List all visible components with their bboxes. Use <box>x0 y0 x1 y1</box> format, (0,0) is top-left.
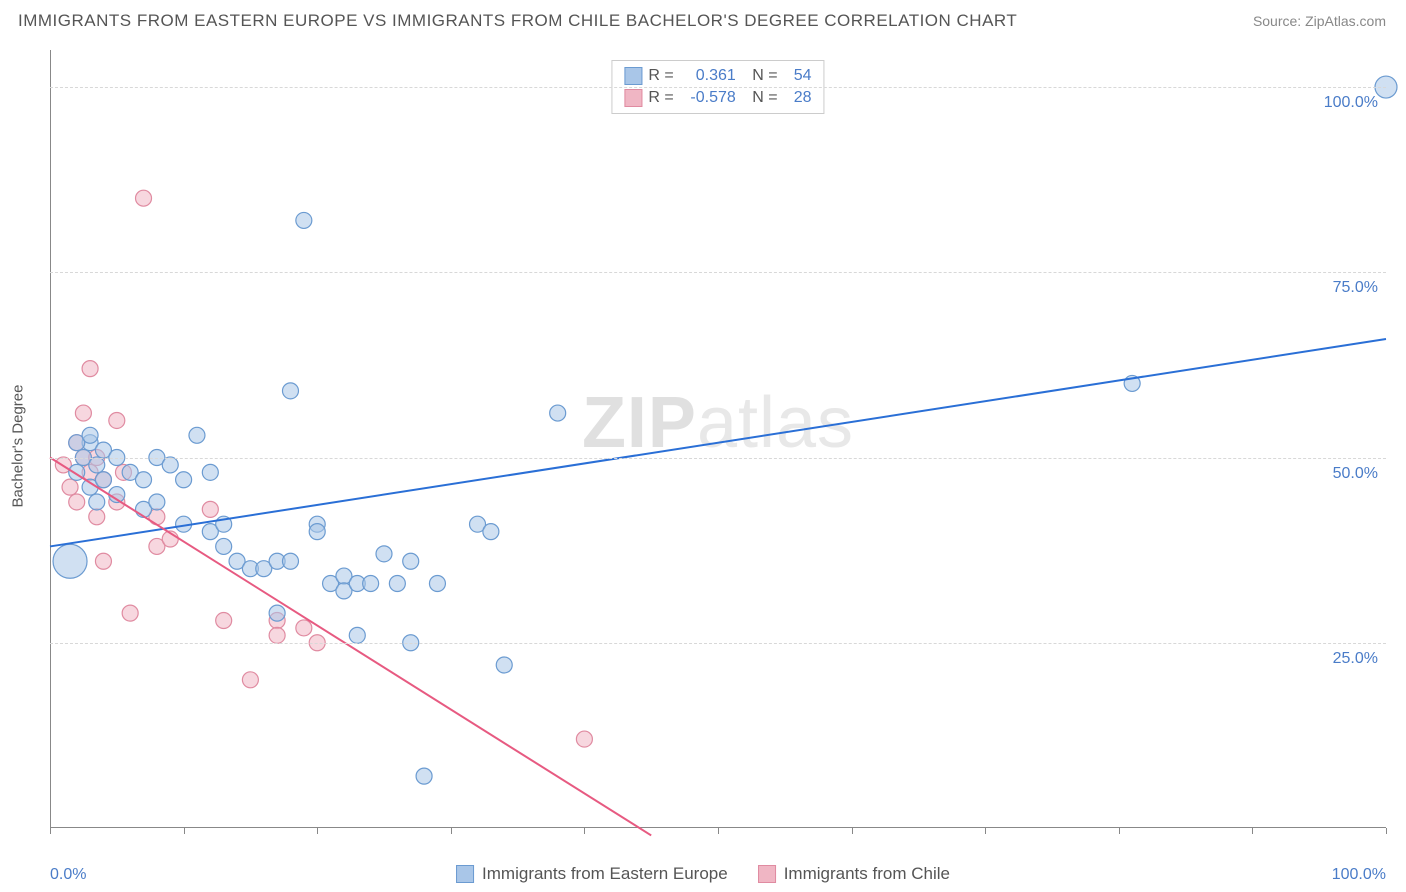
scatter-svg <box>50 50 1386 828</box>
gridline-h <box>50 643 1386 644</box>
data-point <box>416 768 432 784</box>
data-point <box>89 457 105 473</box>
data-point <box>89 509 105 525</box>
data-point <box>269 605 285 621</box>
x-tick <box>317 828 318 834</box>
legend-label-chile: Immigrants from Chile <box>784 864 950 884</box>
legend-label-ee: Immigrants from Eastern Europe <box>482 864 728 884</box>
data-point <box>69 494 85 510</box>
n-value-chile: 28 <box>784 87 812 109</box>
data-point <box>95 553 111 569</box>
swatch-chile-bottom <box>758 865 776 883</box>
bottom-legend: Immigrants from Eastern Europe Immigrant… <box>456 864 950 884</box>
r-label: R = <box>648 65 673 87</box>
data-point <box>216 538 232 554</box>
data-point <box>282 383 298 399</box>
gridline-h <box>50 272 1386 273</box>
x-tick <box>451 828 452 834</box>
n-value-ee: 54 <box>784 65 812 87</box>
data-point <box>296 620 312 636</box>
data-point <box>216 613 232 629</box>
x-axis-min-label: 0.0% <box>50 866 86 884</box>
x-tick <box>718 828 719 834</box>
r-label: R = <box>648 87 673 109</box>
data-point <box>389 575 405 591</box>
data-point <box>296 212 312 228</box>
chart-source: Source: ZipAtlas.com <box>1253 13 1386 29</box>
data-point <box>403 553 419 569</box>
data-point <box>349 627 365 643</box>
data-point <box>376 546 392 562</box>
trend-line <box>50 339 1386 546</box>
data-point <box>483 524 499 540</box>
x-tick <box>184 828 185 834</box>
r-value-ee: 0.361 <box>680 65 736 87</box>
data-point <box>242 672 258 688</box>
data-point <box>162 457 178 473</box>
y-axis-title: Bachelor's Degree <box>10 385 27 508</box>
data-point <box>136 190 152 206</box>
y-tick-label: 25.0% <box>1333 650 1378 668</box>
data-point <box>82 361 98 377</box>
x-tick <box>1386 828 1387 834</box>
chart-title: IMMIGRANTS FROM EASTERN EUROPE VS IMMIGR… <box>18 11 1017 31</box>
legend-item-chile: Immigrants from Chile <box>758 864 950 884</box>
data-point <box>122 605 138 621</box>
y-tick-label: 50.0% <box>1333 465 1378 483</box>
data-point <box>149 494 165 510</box>
data-point <box>496 657 512 673</box>
data-point <box>576 731 592 747</box>
data-point <box>53 544 87 578</box>
data-point <box>282 553 298 569</box>
data-point <box>136 472 152 488</box>
x-tick <box>852 828 853 834</box>
data-point <box>109 412 125 428</box>
gridline-h <box>50 458 1386 459</box>
data-point <box>202 501 218 517</box>
y-tick-label: 75.0% <box>1333 279 1378 297</box>
data-point <box>189 427 205 443</box>
x-axis-max-label: 100.0% <box>1332 866 1386 884</box>
data-point <box>309 524 325 540</box>
x-tick <box>985 828 986 834</box>
y-tick-label: 100.0% <box>1324 94 1378 112</box>
legend-item-eastern-europe: Immigrants from Eastern Europe <box>456 864 728 884</box>
x-tick <box>50 828 51 834</box>
swatch-eastern-europe <box>624 67 642 85</box>
data-point <box>89 494 105 510</box>
chart-plot-area: ZIPatlas R = 0.361 N = 54 R = -0.578 N =… <box>50 50 1386 828</box>
data-point <box>75 405 91 421</box>
trend-line <box>50 458 651 836</box>
data-point <box>202 464 218 480</box>
data-point <box>176 472 192 488</box>
x-tick <box>584 828 585 834</box>
data-point <box>550 405 566 421</box>
stats-row-chile: R = -0.578 N = 28 <box>624 87 811 109</box>
x-tick <box>1119 828 1120 834</box>
swatch-chile <box>624 89 642 107</box>
r-value-chile: -0.578 <box>680 87 736 109</box>
gridline-h <box>50 87 1386 88</box>
data-point <box>429 575 445 591</box>
data-point <box>82 427 98 443</box>
data-point <box>95 472 111 488</box>
stats-row-eastern-europe: R = 0.361 N = 54 <box>624 65 811 87</box>
data-point <box>269 627 285 643</box>
chart-header: IMMIGRANTS FROM EASTERN EUROPE VS IMMIGR… <box>0 0 1406 42</box>
data-point <box>363 575 379 591</box>
n-label: N = <box>752 87 777 109</box>
swatch-eastern-europe-bottom <box>456 865 474 883</box>
x-tick <box>1252 828 1253 834</box>
data-point <box>62 479 78 495</box>
n-label: N = <box>752 65 777 87</box>
